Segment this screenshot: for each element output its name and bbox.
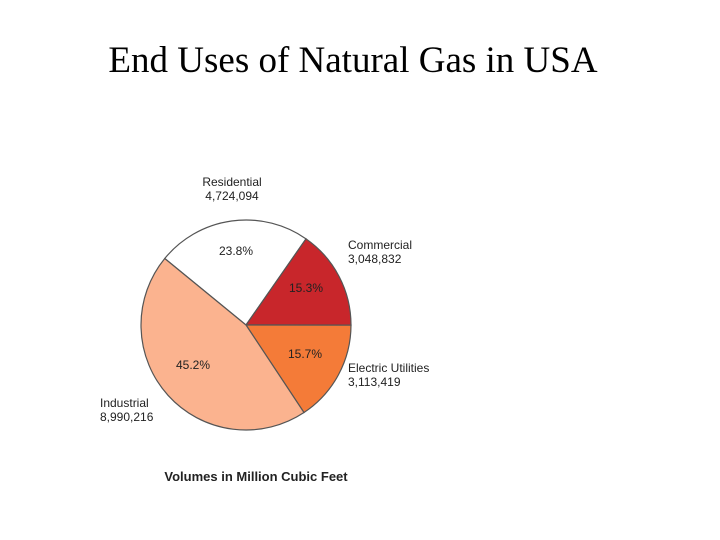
pie-slice: [140, 257, 305, 431]
slice-name: Electric Utilities: [348, 361, 429, 375]
slice-percent: 23.8%: [219, 244, 253, 258]
slice-percent: 15.7%: [288, 347, 322, 361]
slice-percent: 45.2%: [176, 358, 210, 372]
pie-slice: [244, 324, 352, 414]
caption: Volumes in Million Cubic Feet: [164, 469, 348, 484]
slice-percent: 15.3%: [289, 281, 323, 295]
slide-title: End Uses of Natural Gas in USA: [108, 40, 597, 81]
slice-value: 3,113,419: [348, 375, 401, 389]
slice-value: 8,990,216: [100, 410, 154, 424]
slice-name: Industrial: [100, 396, 149, 410]
slice-value: 4,724,094: [205, 189, 259, 203]
slice-value: 3,048,832: [348, 252, 402, 266]
slice-name: Residential: [202, 175, 261, 189]
pie-slice: [163, 219, 307, 326]
pie-slice: [244, 238, 352, 326]
slice-name: Commercial: [348, 238, 412, 252]
